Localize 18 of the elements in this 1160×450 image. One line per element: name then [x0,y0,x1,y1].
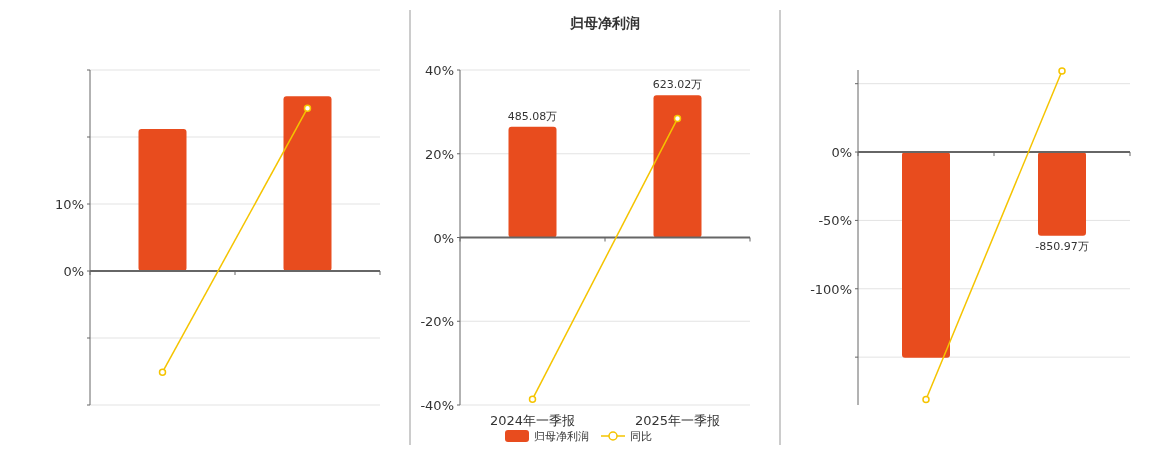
legend-label: 归母净利润 [534,430,589,443]
x-tick-label: 2024年一季报 [489,413,576,428]
x-tick-label: 2025年一季报 [634,413,721,428]
y-tick-label: -40% [420,398,454,413]
legend-label: 同比 [630,430,652,443]
y-tick-label: 0% [433,230,454,246]
y-tick-label: 10% [55,197,84,212]
data-label: 485.08万 [507,109,558,123]
y-tick-label: 0% [63,264,84,279]
y-tick-label: 20% [425,146,454,162]
y-tick-label: -100% [810,281,852,297]
y-tick-label: -20% [420,314,454,330]
data-label: 623.02万 [652,78,703,92]
y-tick-label: -50% [818,213,852,229]
annotation: -850.97万 [1035,239,1089,253]
y-tick-label: 0% [831,145,852,161]
y-tick-label: 40% [425,63,454,78]
chart-title: 归母净利润 [569,15,640,31]
